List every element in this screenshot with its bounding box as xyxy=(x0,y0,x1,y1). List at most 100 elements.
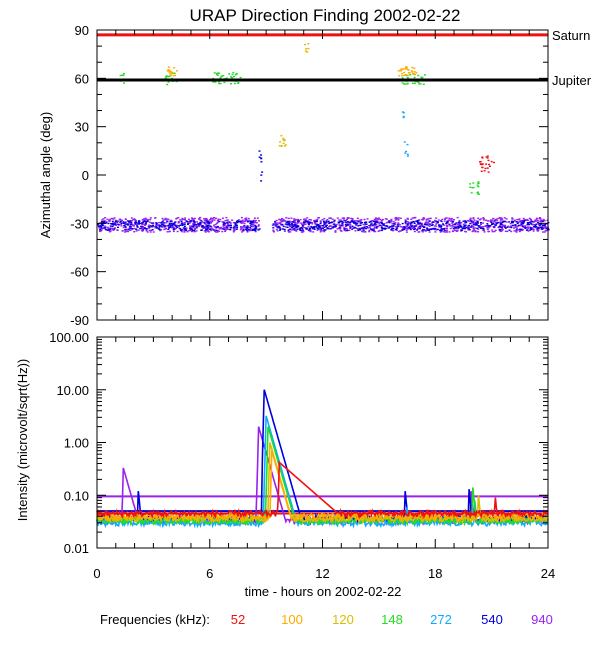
azimuth-point-540 xyxy=(100,225,103,228)
azimuth-point-940 xyxy=(331,218,334,220)
azimuth-point-940 xyxy=(450,220,452,222)
azimuth-ticks: 90 60 30 0 -30 -60 -90 xyxy=(70,23,549,328)
azimuth-point-540 xyxy=(363,226,366,228)
azimuth-point-540 xyxy=(512,221,514,224)
azimuth-point-540 xyxy=(417,222,419,224)
azimuth-point-940 xyxy=(218,228,221,230)
azimuth-point-540 xyxy=(343,228,346,230)
azimuth-point-540 xyxy=(512,220,515,223)
azimuth-point-940 xyxy=(231,219,234,221)
azimuth-point-940 xyxy=(321,219,324,221)
azimuth-point-940 xyxy=(355,224,358,226)
azimuth-point-540 xyxy=(246,221,249,223)
azimuth-point-100 xyxy=(411,71,414,73)
azimuth-point-540 xyxy=(293,224,296,227)
azimuth-point-540 xyxy=(490,221,493,223)
azimuth-point-540 xyxy=(352,221,355,223)
azimuth-point-940 xyxy=(109,227,112,229)
azimuth-point-540 xyxy=(542,224,544,227)
azimuth-point-940 xyxy=(437,219,440,221)
azimuth-point-940 xyxy=(496,218,499,220)
azimuth-point-940 xyxy=(521,223,524,226)
azimuth-point-940 xyxy=(339,225,342,227)
azimuth-point-940 xyxy=(171,225,174,228)
azimuth-point-940 xyxy=(329,217,332,220)
azimuth-point-540 xyxy=(520,221,523,223)
azimuth-point-540 xyxy=(486,223,489,225)
intensity-y-label: Intensity (microvolt/sqrt(Hz)) xyxy=(15,359,30,522)
azimuth-point-540 xyxy=(151,226,154,228)
azimuth-point-940 xyxy=(459,222,462,224)
azimuth-point-940 xyxy=(114,222,117,224)
azimuth-point-940 xyxy=(185,228,187,231)
azimuth-point-148 xyxy=(119,74,122,77)
azimuth-point-940 xyxy=(539,220,542,223)
azimuth-point-940 xyxy=(188,222,191,224)
azimuth-point-540 xyxy=(455,222,458,224)
azimuth-point-940 xyxy=(171,227,173,229)
azimuth-point-940 xyxy=(222,225,225,227)
reference-lines: Saturn Jupiter xyxy=(97,28,592,88)
azimuth-point-540 xyxy=(448,223,451,225)
azimuth-point-940 xyxy=(395,216,398,219)
azimuth-point-540 xyxy=(319,226,321,228)
azimuth-point-540 xyxy=(114,223,116,225)
azimuth-point-272 xyxy=(403,141,406,143)
azimuth-point-540 xyxy=(105,222,108,224)
azimuth-point-540 xyxy=(392,224,395,227)
azimuth-point-540 xyxy=(124,224,127,226)
azimuth-point-940 xyxy=(276,230,279,232)
azimuth-point-940 xyxy=(275,219,278,222)
azimuth-point-940 xyxy=(141,219,144,221)
azimuth-point-540 xyxy=(472,221,475,223)
azimuth-point-52 xyxy=(485,163,488,165)
azimuth-point-940 xyxy=(164,218,167,221)
azimuth-point-148 xyxy=(173,72,176,74)
azimuth-point-540 xyxy=(480,227,482,229)
azimuth-point-940 xyxy=(104,226,107,228)
azimuth-point-940 xyxy=(187,230,190,232)
azimuth-point-540 xyxy=(293,223,296,226)
azimuth-point-940 xyxy=(200,224,203,226)
azimuth-point-940 xyxy=(247,217,250,220)
azimuth-point-100 xyxy=(403,74,406,77)
azimuth-point-940 xyxy=(310,222,313,224)
azimuth-point-940 xyxy=(295,229,298,231)
azimuth-point-540 xyxy=(258,228,261,230)
azimuth-point-940 xyxy=(445,224,448,226)
azimuth-point-940 xyxy=(323,217,326,220)
azimuth-point-272 xyxy=(406,143,409,146)
intensity-tick-label: 100.00 xyxy=(49,330,89,345)
azimuth-point-540 xyxy=(190,229,193,231)
azimuth-point-940 xyxy=(210,226,213,228)
azimuth-point-940 xyxy=(210,217,213,219)
azimuth-point-940 xyxy=(378,222,381,224)
azimuth-point-940 xyxy=(297,218,299,221)
azimuth-point-940 xyxy=(420,225,423,227)
azimuth-point-940 xyxy=(378,217,380,219)
azimuth-point-540 xyxy=(215,229,218,232)
azimuth-point-540 xyxy=(534,224,537,226)
azimuth-point-940 xyxy=(475,220,478,222)
azimuth-point-940 xyxy=(186,231,189,233)
azimuth-point-940 xyxy=(399,226,402,228)
azimuth-point-940 xyxy=(435,225,438,227)
azimuth-point-940 xyxy=(252,224,255,226)
legend-label: Frequencies (kHz): xyxy=(100,612,210,627)
azimuth-point-940 xyxy=(246,225,249,227)
azimuth-point-540 xyxy=(325,220,328,222)
azimuth-point-940 xyxy=(380,226,383,228)
azimuth-point-120 xyxy=(280,135,283,137)
azimuth-point-940 xyxy=(493,230,496,233)
azimuth-point-940 xyxy=(154,225,157,227)
azimuth-point-940 xyxy=(183,229,186,231)
azimuth-point-540 xyxy=(365,227,368,230)
azimuth-point-940 xyxy=(102,218,105,220)
azimuth-point-540 xyxy=(412,221,415,223)
azimuth-point-940 xyxy=(121,230,124,232)
azimuth-point-148 xyxy=(220,75,223,78)
azimuth-point-148 xyxy=(123,72,125,75)
azimuth-point-940 xyxy=(229,221,232,224)
azimuth-point-940 xyxy=(534,219,537,221)
azimuth-point-940 xyxy=(289,221,292,223)
